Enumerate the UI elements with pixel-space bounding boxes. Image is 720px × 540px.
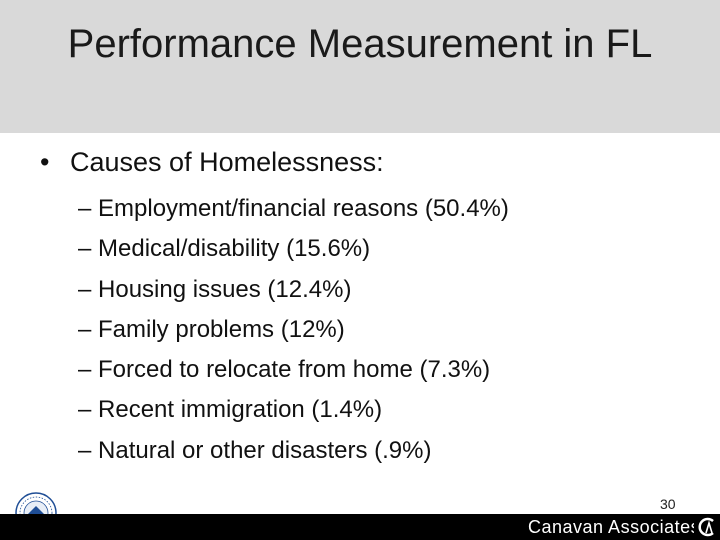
sub-bullet-employment: – Employment/financial reasons (50.4%) (78, 195, 509, 222)
page-number: 30 (660, 496, 676, 512)
footer-brand-text: Canavan Associates (528, 517, 701, 537)
sub-bullet-family: – Family problems (12%) (78, 315, 345, 343)
main-bullet: • Causes of Homelessness: (40, 145, 384, 179)
title-band: Performance Measurement in FL (0, 0, 720, 133)
sub-bullet-disasters: – Natural or other disasters (.9%) (78, 436, 432, 464)
sub-bullet-medical: – Medical/disability (15.6%) (78, 235, 371, 263)
sub-bullet-relocate: – Forced to relocate from home (7.3%) (78, 356, 491, 384)
footer-bar: Canavan Associates (0, 514, 720, 540)
bullet-marker: • (40, 147, 50, 177)
slide-body: • Causes of Homelessness: – Employment/fi… (0, 133, 720, 514)
slide-title: Performance Measurement in FL (67, 22, 653, 66)
sub-bullet-housing: – Housing issues (12.4%) (78, 275, 352, 303)
sub-bullet-immigration: – Recent immigration (1.4%) (78, 396, 383, 424)
ca-logo-icon (694, 514, 720, 540)
main-bullet-text: Causes of Homelessness: (70, 147, 384, 177)
sub-bullet-list: – Employment/financial reasons (50.4%) –… (78, 189, 509, 471)
